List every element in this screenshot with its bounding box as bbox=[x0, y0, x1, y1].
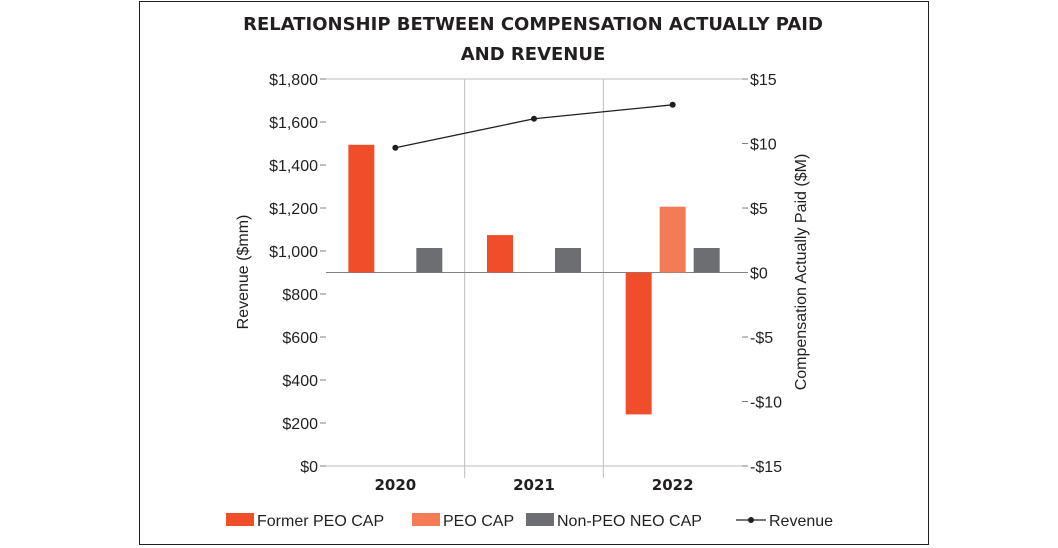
right-tick-label: $15 bbox=[750, 72, 777, 89]
legend-label: Non-PEO NEO CAP bbox=[557, 513, 702, 530]
category-labels: 2020 2021 2022 bbox=[374, 476, 693, 494]
left-tick-label: $1,600 bbox=[269, 115, 318, 132]
legend-swatch bbox=[412, 513, 440, 526]
bar-former-peo-cap-2022 bbox=[625, 272, 652, 415]
revenue-line-path bbox=[395, 104, 673, 149]
bars bbox=[348, 144, 720, 415]
left-tick-label: $400 bbox=[282, 373, 318, 390]
chart-title-line-1: RELATIONSHIP BETWEEN COMPENSATION ACTUAL… bbox=[243, 14, 823, 35]
left-tick-label: $600 bbox=[282, 330, 318, 347]
left-tick-label: $1,200 bbox=[269, 201, 318, 218]
right-tick-label: -$10 bbox=[750, 395, 782, 412]
legend-label: PEO CAP bbox=[443, 513, 514, 530]
bar-former-peo-cap-2020 bbox=[348, 144, 375, 273]
revenue-line bbox=[392, 101, 676, 151]
grid-lines bbox=[326, 78, 742, 478]
bar-non-peo-neo-cap-2022 bbox=[693, 247, 720, 273]
left-tick-label: $1,000 bbox=[269, 244, 318, 261]
right-axis-ticks: -$15 -$10 -$5 $0 $5 $10 $15 bbox=[742, 72, 782, 476]
chart-title: RELATIONSHIP BETWEEN COMPENSATION ACTUAL… bbox=[243, 14, 823, 65]
legend-item-former-peo-cap: Former PEO CAP bbox=[226, 513, 384, 530]
category-label-2022: 2022 bbox=[652, 476, 694, 494]
legend-item-revenue: Revenue bbox=[736, 513, 833, 530]
legend: Former PEO CAP PEO CAP Non-PEO NEO CAP Reve… bbox=[226, 513, 833, 530]
legend-swatch bbox=[526, 513, 554, 526]
bar-non-peo-neo-cap-2021 bbox=[555, 247, 581, 273]
legend-item-peo-cap: PEO CAP bbox=[412, 513, 514, 530]
left-tick-label: $0 bbox=[300, 459, 318, 476]
legend-label: Former PEO CAP bbox=[257, 513, 384, 530]
legend-label: Revenue bbox=[769, 513, 833, 530]
left-axis-ticks: $0 $200 $400 $600 $800 $1,000 $1,200 $1,400 $1,6… bbox=[269, 72, 326, 476]
right-axis-title: Compensation Actually Paid ($M) bbox=[793, 154, 810, 391]
left-tick-label: $800 bbox=[282, 287, 318, 304]
left-tick-label: $200 bbox=[282, 416, 318, 433]
revenue-point bbox=[669, 101, 676, 108]
right-tick-label: $5 bbox=[750, 201, 768, 218]
category-label-2020: 2020 bbox=[374, 476, 416, 494]
revenue-point bbox=[531, 115, 537, 122]
left-axis-title: Revenue ($mm) bbox=[235, 215, 252, 330]
legend-item-non-peo-neo-cap: Non-PEO NEO CAP bbox=[526, 513, 702, 530]
left-tick-label: $1,800 bbox=[269, 72, 318, 89]
bar-peo-cap-2022 bbox=[659, 206, 686, 273]
right-tick-label: -$15 bbox=[750, 459, 782, 476]
legend-marker bbox=[748, 517, 754, 523]
legend-swatch bbox=[226, 513, 254, 526]
chart-frame: RELATIONSHIP BETWEEN COMPENSATION ACTUAL… bbox=[139, 1, 929, 545]
revenue-point bbox=[392, 144, 399, 151]
right-tick-label: $0 bbox=[750, 266, 768, 283]
chart-svg: RELATIONSHIP BETWEEN COMPENSATION ACTUAL… bbox=[226, 14, 833, 530]
chart-title-line-2: AND REVENUE bbox=[461, 44, 606, 65]
bar-former-peo-cap-2021 bbox=[487, 235, 513, 273]
right-tick-label: -$5 bbox=[750, 330, 773, 347]
category-label-2021: 2021 bbox=[513, 476, 555, 494]
left-tick-label: $1,400 bbox=[269, 158, 318, 175]
right-tick-label: $10 bbox=[750, 137, 777, 154]
bar-non-peo-neo-cap-2020 bbox=[416, 247, 443, 273]
